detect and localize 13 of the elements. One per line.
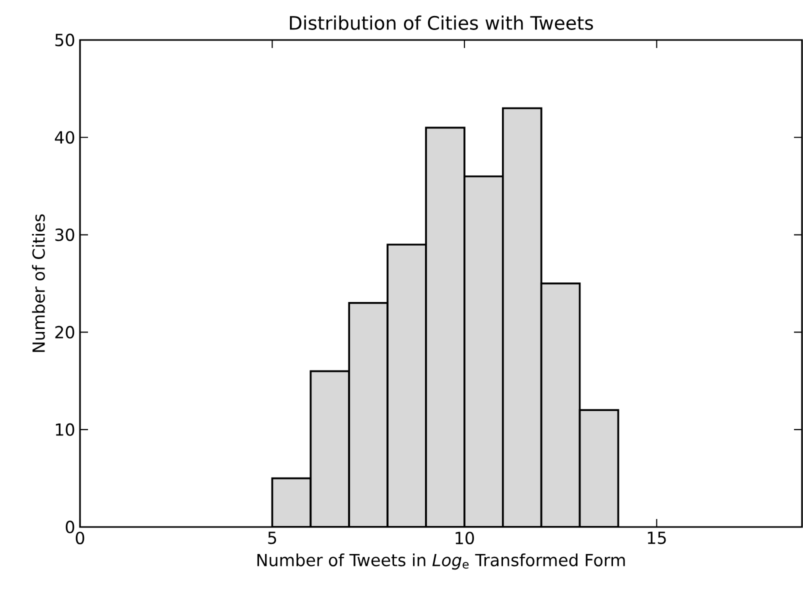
y-tick-label: 20 [55, 326, 74, 338]
x-tick-label: 10 [456, 532, 474, 544]
x-tick-label: 0 [76, 532, 84, 544]
y-tick-label: 0 [66, 520, 74, 534]
y-tick-label: 40 [54, 131, 74, 144]
x-tick-label: 5 [268, 532, 276, 544]
y-tick-label: 10 [56, 423, 74, 436]
y-tick-label: 30 [55, 228, 74, 242]
x-axis-title: Number of Tweets in Log$_{e}$ Transformed Form [257, 553, 625, 570]
y-axis-title: Number of Cities [32, 214, 45, 352]
chart-title: Distribution of Cities with Tweets [290, 16, 593, 30]
y-tick-label: 50 [55, 34, 74, 46]
x-tick-label: 15 [648, 532, 666, 544]
